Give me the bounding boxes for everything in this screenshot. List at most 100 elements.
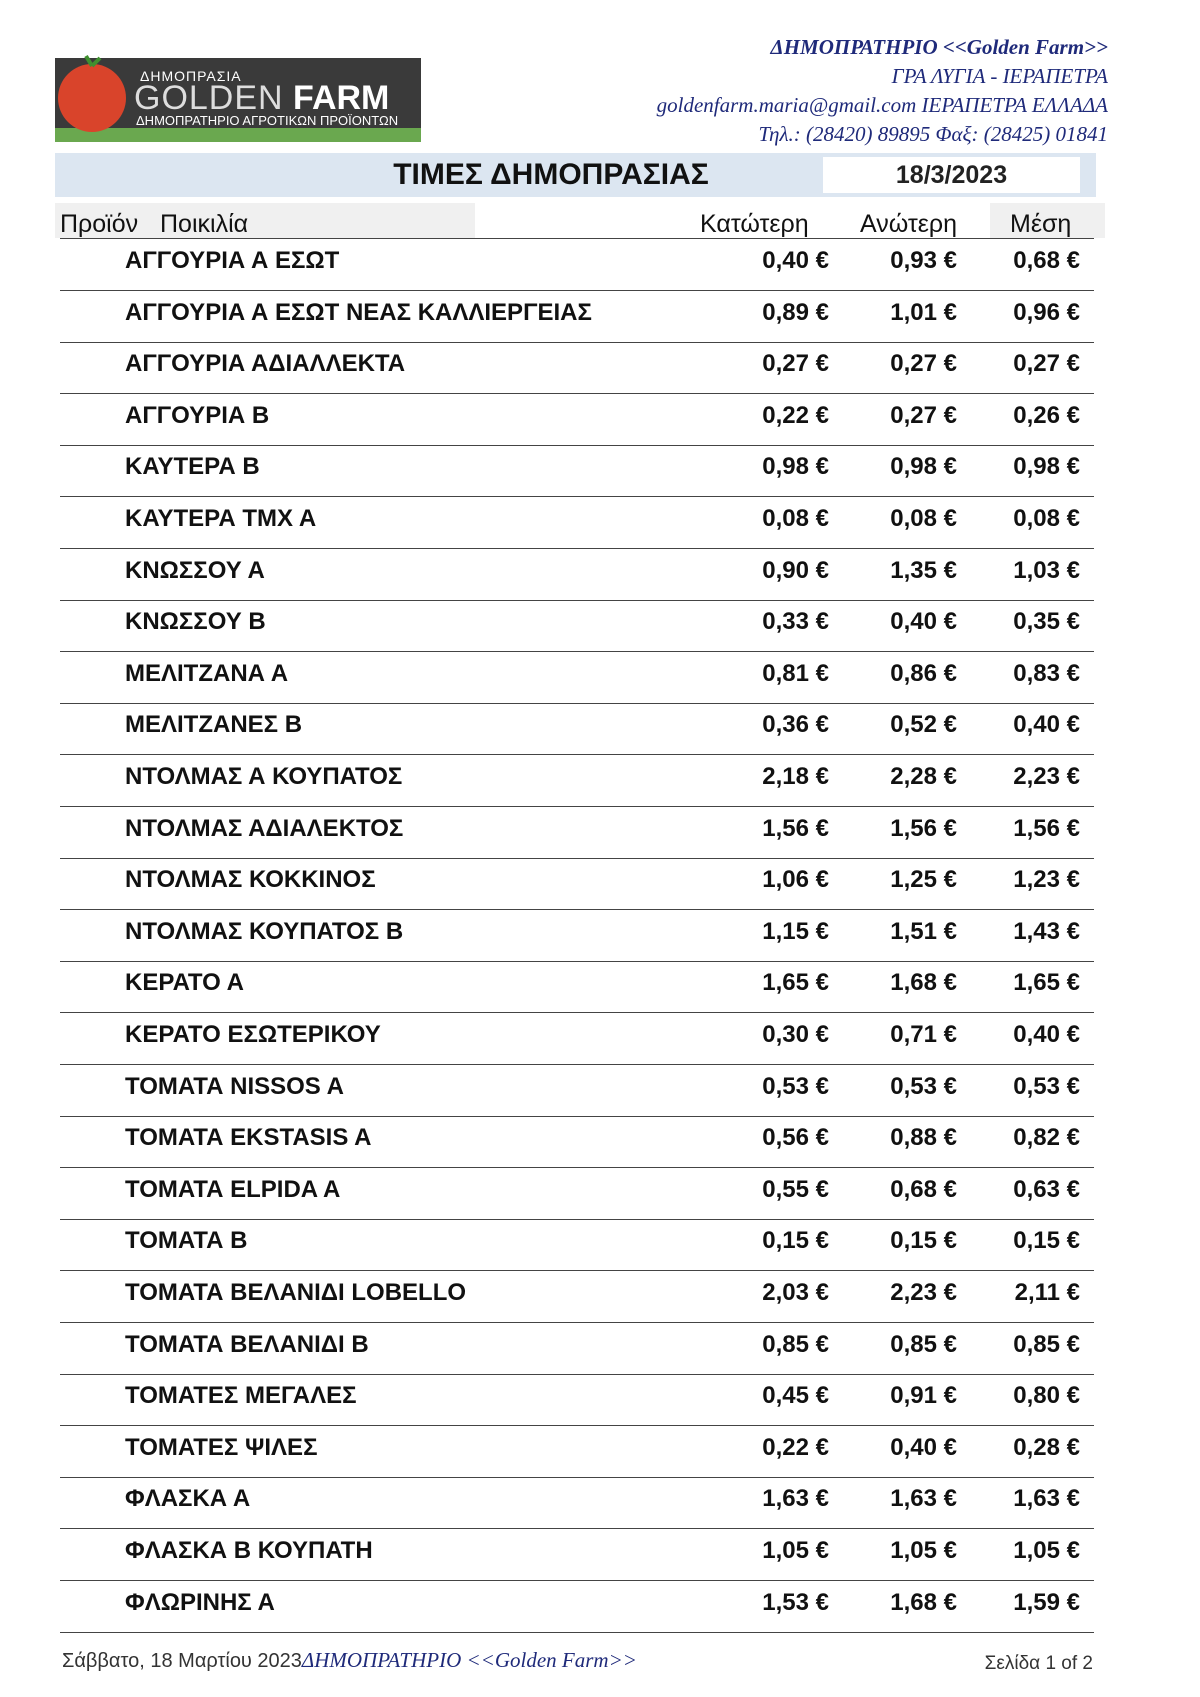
price: 0,83 € bbox=[1013, 659, 1080, 687]
row-line bbox=[60, 290, 1094, 291]
product-name: ΝΤΟΛΜΑΣ ΑΔΙΑΛΕΚΤΟΣ bbox=[125, 814, 404, 842]
col-header-bg bbox=[55, 203, 475, 238]
price: 1,68 € bbox=[890, 969, 957, 997]
price: 1,65 € bbox=[1013, 969, 1080, 997]
column-header: Προϊόν bbox=[60, 210, 139, 238]
price: 1,51 € bbox=[890, 917, 957, 945]
row-line bbox=[60, 341, 1094, 343]
price: 0,40 € bbox=[1013, 1021, 1080, 1048]
price: 0,40 € bbox=[762, 247, 829, 274]
price: 1,03 € bbox=[1013, 556, 1080, 584]
product-name: ΜΕΛΙΤΖΑΝΑ Α bbox=[125, 659, 289, 687]
row-line bbox=[60, 857, 1094, 859]
price: 1,56 € bbox=[762, 814, 829, 842]
header-line bbox=[60, 238, 1094, 239]
price: 0,98 € bbox=[762, 453, 829, 481]
price: 0,27 € bbox=[1013, 350, 1080, 378]
price: 1,68 € bbox=[890, 1588, 957, 1616]
row-line bbox=[60, 1064, 1094, 1065]
product-name: ΝΤΟΛΜΑΣ ΚΟΥΠΑΤΟΣ Β bbox=[125, 917, 404, 945]
price: 2,28 € bbox=[890, 763, 957, 790]
product-name: ΦΛΑΣΚΑ Β ΚΟΥΠΑΤΗ bbox=[125, 1537, 373, 1564]
row-line bbox=[60, 702, 1094, 704]
price: 1,01 € bbox=[890, 298, 957, 326]
product-name: ΚΝΩΣΣΟΥ Β bbox=[125, 608, 266, 636]
price: 0,27 € bbox=[890, 350, 957, 378]
price: 1,56 € bbox=[1013, 814, 1080, 842]
price: 0,08 € bbox=[1013, 505, 1080, 532]
price: 0,53 € bbox=[762, 1072, 829, 1100]
product-name: ΤΟΜΑΤΑ ΒΕΛΑΝΙΔΙ LOBELLO bbox=[125, 1279, 467, 1306]
price: 0,89 € bbox=[762, 298, 829, 326]
price: 0,08 € bbox=[762, 505, 829, 532]
tomato bbox=[58, 64, 126, 132]
product-name: ΑΓΓΟΥΡΙΑ ΑΔΙΑΛΛΕΚΤΑ bbox=[125, 350, 406, 378]
price: 0,68 € bbox=[890, 1175, 957, 1203]
price: 1,63 € bbox=[890, 1485, 957, 1513]
logo-golden: GOLDEN bbox=[134, 79, 284, 117]
price: 0,96 € bbox=[1013, 298, 1080, 326]
price: 2,03 € bbox=[762, 1279, 829, 1306]
price: 1,06 € bbox=[762, 866, 829, 894]
product-name: ΚΑΥΤΕΡΑ Β bbox=[125, 453, 260, 481]
row-line bbox=[60, 1631, 1094, 1633]
price: 0,55 € bbox=[762, 1175, 829, 1203]
footer-name: ΔΗΜΟΠΡΑΤΗΡΙΟ <<Golden Farm>> bbox=[301, 1648, 637, 1672]
logo-top: ΔΗΜΟΠΡΑΣΙΑ bbox=[140, 68, 242, 84]
price: 0,56 € bbox=[762, 1124, 829, 1152]
price: 0,63 € bbox=[1013, 1175, 1080, 1203]
product-name: ΦΛΩΡΙΝΗΣ Α bbox=[125, 1588, 275, 1616]
logo-tagline: ΔΗΜΟΠΡΑΤΗΡΙΟ ΑΓΡΟΤΙΚΩΝ ΠΡΟΪΟΝΤΩΝ bbox=[136, 113, 399, 128]
logo-main: GOLDEN FARM bbox=[134, 80, 389, 116]
product-name: ΚΕΡΑΤΟ ΕΣΩΤΕΡΙΚΟΥ bbox=[125, 1021, 381, 1048]
stem bbox=[84, 54, 102, 68]
price: 2,23 € bbox=[1013, 763, 1080, 790]
product-name: ΝΤΟΛΜΑΣ Α ΚΟΥΠΑΤΟΣ bbox=[125, 763, 403, 790]
row-line bbox=[60, 806, 1094, 807]
logo-farm: FARM bbox=[293, 79, 390, 117]
product-name: ΤΟΜΑΤΕΣ ΜΕΓΑΛΕΣ bbox=[125, 1382, 357, 1410]
row-line bbox=[60, 1270, 1094, 1272]
row-line bbox=[60, 1218, 1094, 1220]
price: 0,91 € bbox=[890, 1382, 957, 1410]
price: 0,45 € bbox=[762, 1382, 829, 1410]
row-line bbox=[60, 1425, 1094, 1427]
row-line bbox=[60, 1580, 1094, 1581]
price: 1,05 € bbox=[1013, 1537, 1080, 1564]
footer-page: Σελίδα 1 of 2 bbox=[984, 1653, 1093, 1674]
row-line bbox=[60, 393, 1094, 395]
price: 0,15 € bbox=[762, 1227, 829, 1255]
price: 0,80 € bbox=[1013, 1382, 1080, 1410]
price: 0,40 € bbox=[890, 608, 957, 636]
header-email: goldenfarm.maria@gmail.com ΙΕΡΑΠΕΤΡΑ ΕΛΛ… bbox=[656, 93, 1108, 117]
price: 0,28 € bbox=[1013, 1433, 1080, 1461]
price: 1,25 € bbox=[890, 866, 957, 894]
row-line bbox=[60, 1167, 1094, 1169]
price: 0,15 € bbox=[1013, 1227, 1080, 1255]
row-line bbox=[60, 1476, 1094, 1478]
title: ΤΙΜΕΣ ΔΗΜΟΠΡΑΣΙΑΣ bbox=[393, 158, 709, 191]
price: 0,40 € bbox=[890, 1433, 957, 1461]
price: 1,05 € bbox=[890, 1537, 957, 1564]
price: 2,11 € bbox=[1014, 1279, 1080, 1306]
price: 0,81 € bbox=[762, 659, 829, 687]
price: 0,40 € bbox=[1013, 711, 1080, 739]
price: 0,22 € bbox=[762, 401, 829, 429]
row-line bbox=[60, 909, 1094, 911]
price: 2,18 € bbox=[762, 763, 829, 790]
header-phone: Τηλ.: (28420) 89895 Φαξ: (28425) 01841 bbox=[758, 122, 1109, 146]
product-name: ΑΓΓΟΥΡΙΑ Α ΕΣΩΤ ΝΕΑΣ ΚΑΛΛΙΕΡΓΕΙΑΣ bbox=[125, 298, 592, 326]
product-name: ΝΤΟΛΜΑΣ ΚΟΚΚΙΝΟΣ bbox=[125, 866, 376, 894]
product-name: ΚΕΡΑΤΟ Α bbox=[125, 969, 244, 997]
price: 0,53 € bbox=[890, 1072, 957, 1100]
row-line bbox=[60, 496, 1094, 498]
price: 1,63 € bbox=[762, 1485, 829, 1513]
price: 0,71 € bbox=[890, 1021, 957, 1048]
price: 0,33 € bbox=[762, 608, 829, 636]
product-name: ΑΓΓΟΥΡΙΑ Β bbox=[125, 401, 270, 429]
product-name: ΑΓΓΟΥΡΙΑ Α ΕΣΩΤ bbox=[125, 247, 340, 274]
price: 1,53 € bbox=[762, 1588, 829, 1616]
price: 0,85 € bbox=[890, 1330, 957, 1358]
price: 2,23 € bbox=[890, 1279, 957, 1306]
price: 0,15 € bbox=[890, 1227, 957, 1255]
